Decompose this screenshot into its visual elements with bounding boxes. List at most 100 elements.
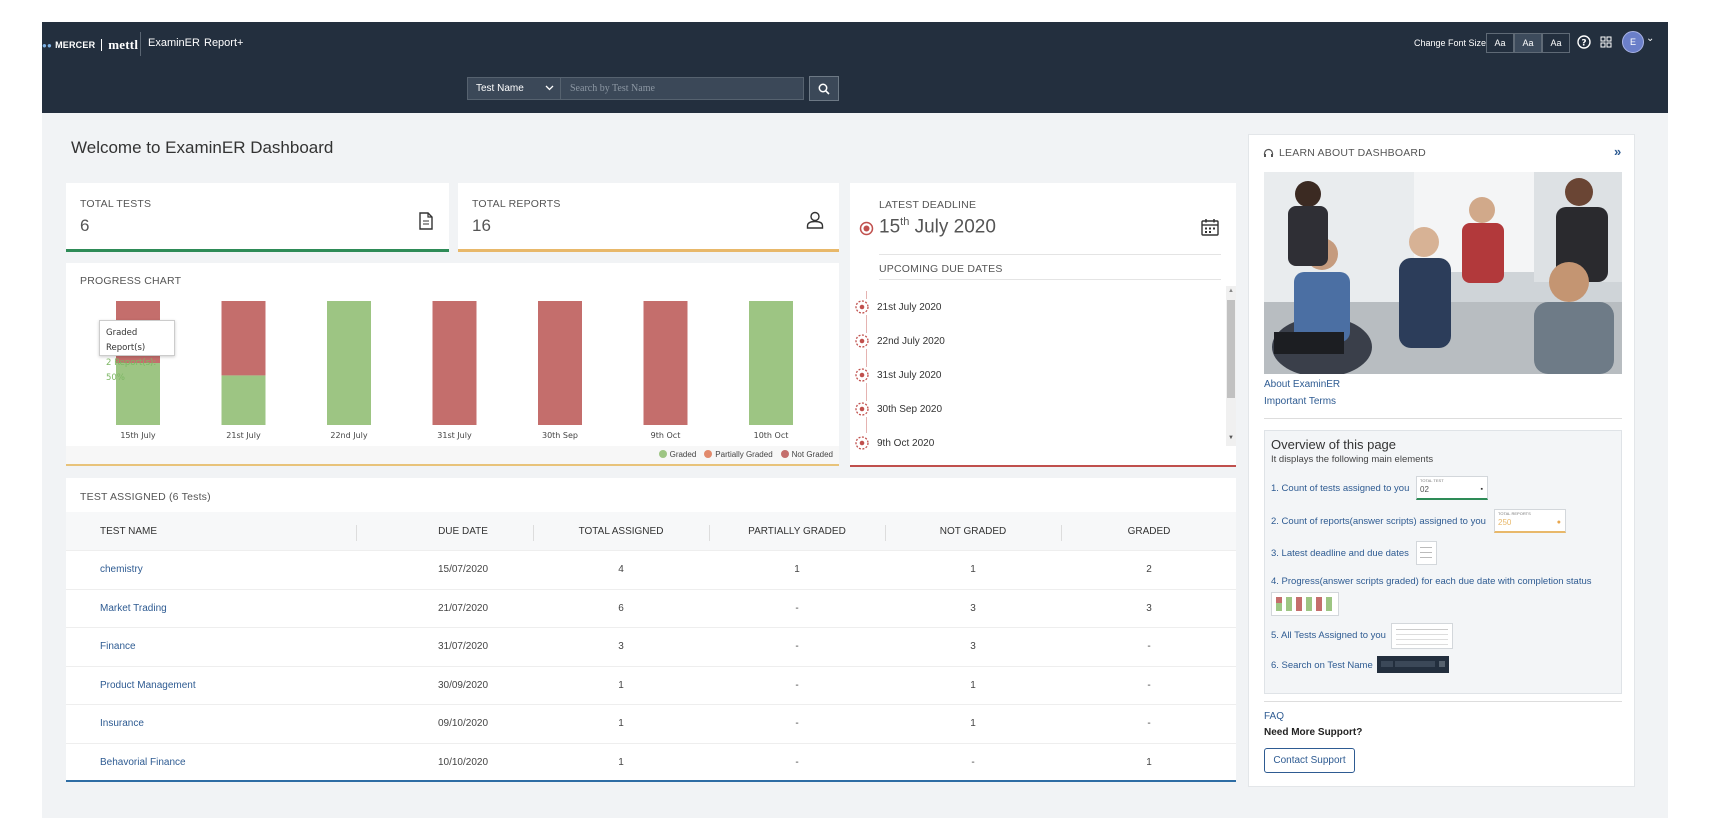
- cell-graded: -: [1147, 679, 1151, 691]
- font-size-small-button[interactable]: Aa: [1486, 33, 1514, 53]
- chevron-down-icon[interactable]: ⌄: [1646, 33, 1655, 44]
- x-tick-label: 21st July: [226, 431, 261, 440]
- cell-test-name[interactable]: Insurance: [100, 718, 144, 729]
- col-total-assigned[interactable]: TOTAL ASSIGNED: [578, 526, 664, 537]
- x-tick-label: 22nd July: [330, 431, 368, 440]
- search-field-select[interactable]: Test Name: [467, 77, 561, 100]
- scrollbar-thumb[interactable]: [1227, 300, 1235, 398]
- table-row[interactable]: Market Trading 21/07/2020 6 - 3 3: [66, 588, 1236, 627]
- user-avatar[interactable]: E: [1622, 31, 1644, 53]
- upcoming-divider: [879, 279, 1221, 280]
- col-partially-graded[interactable]: PARTIALLY GRADED: [748, 526, 846, 537]
- brand-logo[interactable]: ●● MERCER mettl: [42, 36, 138, 54]
- due-date-item: 31st July 2020: [854, 367, 942, 383]
- document-icon: [419, 212, 433, 235]
- cell-test-name[interactable]: chemistry: [100, 564, 143, 575]
- total-reports-value: 16: [472, 216, 491, 235]
- table-row[interactable]: Product Management 30/09/2020 1 - 1 -: [66, 665, 1236, 704]
- cell-partially-graded: -: [795, 679, 799, 691]
- due-dates-scrollbar[interactable]: ▲ ▼: [1226, 286, 1236, 446]
- legend-not-graded[interactable]: Not Graded: [780, 450, 833, 459]
- app-frame: ●● MERCER mettl ExaminER Report+ Change …: [42, 22, 1668, 818]
- due-date-marker-icon: [854, 333, 870, 349]
- table-row[interactable]: Finance 31/07/2020 3 - 3 -: [66, 627, 1236, 665]
- overview-subtitle: It displays the following main elements: [1271, 454, 1434, 465]
- cell-partially-graded: -: [795, 718, 799, 729]
- headset-icon: [1263, 146, 1274, 164]
- col-due-date[interactable]: DUE DATE: [438, 526, 488, 537]
- brand-mettl: mettl: [108, 37, 139, 52]
- search-input[interactable]: Search by Test Name: [561, 77, 804, 100]
- bar-not-graded-4[interactable]: [538, 301, 582, 425]
- cell-not-graded: -: [971, 756, 975, 768]
- cell-total-assigned: 1: [618, 718, 624, 729]
- faq-link[interactable]: FAQ: [1264, 711, 1285, 722]
- cell-not-graded: 3: [970, 641, 976, 652]
- overview-title: Overview of this page: [1271, 437, 1397, 452]
- due-date-label: 30th Sep 2020: [877, 403, 943, 415]
- learn-sidebar: LEARN ABOUT DASHBOARD » About ExaminER I…: [1248, 134, 1635, 787]
- col-not-graded[interactable]: NOT GRADED: [939, 526, 1007, 537]
- x-tick-label: 15th July: [120, 431, 156, 440]
- mercer-dots-icon: ●●: [42, 40, 53, 50]
- nav-examiner[interactable]: ExaminER: [148, 37, 200, 49]
- cell-due-date: 09/10/2020: [437, 718, 489, 729]
- bar-not-graded-3[interactable]: [432, 301, 477, 425]
- mini-total-tests-preview: TOTAL TEST 02 ▪: [1416, 476, 1488, 500]
- table-row[interactable]: Insurance 09/10/2020 1 - 1 -: [66, 704, 1236, 742]
- overview-item-1: 1. Count of tests assigned to you: [1271, 483, 1410, 494]
- mini-deadline-preview: [1416, 541, 1437, 565]
- search-button[interactable]: [809, 76, 839, 101]
- progress-chart-card: PROGRESS CHART 15th July 21st July 22nd Ju…: [66, 263, 839, 466]
- cell-test-name[interactable]: Market Trading: [100, 602, 167, 614]
- cell-due-date: 10/10/2020: [437, 756, 489, 768]
- bar-graded-6[interactable]: [749, 301, 793, 425]
- sidebar-divider: [1264, 418, 1622, 419]
- progress-chart-title: PROGRESS CHART: [80, 275, 182, 287]
- bar-graded-0[interactable]: [116, 363, 160, 425]
- due-date-label: 21st July 2020: [877, 301, 942, 313]
- cell-not-graded: 3: [970, 602, 976, 614]
- cell-partially-graded: -: [795, 641, 799, 652]
- total-reports-card: TOTAL REPORTS 16: [458, 183, 839, 252]
- table-row[interactable]: chemistry 15/07/2020 4 1 1 2: [66, 550, 1236, 588]
- target-icon: [859, 221, 874, 241]
- cell-graded: 1: [1146, 756, 1152, 768]
- bar-graded-1[interactable]: [221, 375, 266, 425]
- apps-grid-icon[interactable]: [1598, 34, 1614, 50]
- mini-table-preview: [1391, 623, 1453, 649]
- chart-tooltip: Graded Report(s) 2 Report(s): 50%: [99, 320, 175, 383]
- important-terms-link[interactable]: Important Terms: [1264, 396, 1337, 407]
- font-size-label: Change Font Size: [1414, 38, 1487, 48]
- top-navbar: ●● MERCER mettl ExaminER Report+ Change …: [42, 22, 1668, 113]
- bar-not-graded-5[interactable]: [643, 301, 688, 425]
- col-graded[interactable]: GRADED: [1127, 526, 1171, 537]
- legend-bar: [66, 446, 839, 464]
- legend-partially-graded[interactable]: Partially Graded: [704, 450, 773, 459]
- nav-report-plus[interactable]: Report+: [204, 37, 244, 49]
- help-icon[interactable]: ?: [1576, 34, 1592, 50]
- table-header: [66, 512, 1236, 550]
- collapse-double-chevron-icon[interactable]: »: [1614, 144, 1622, 159]
- about-examiner-link[interactable]: About ExaminER: [1264, 379, 1341, 390]
- cell-test-name[interactable]: Product Management: [100, 679, 196, 691]
- font-size-medium-button[interactable]: Aa: [1514, 33, 1542, 53]
- legend-graded[interactable]: Graded: [658, 450, 696, 459]
- bar-graded-2[interactable]: [327, 301, 371, 425]
- chevron-down-icon: [545, 83, 554, 95]
- contact-support-button[interactable]: Contact Support: [1264, 748, 1355, 773]
- tests-table-title: TEST ASSIGNED (6 Tests): [80, 491, 211, 503]
- cell-test-name[interactable]: Finance: [100, 641, 136, 652]
- font-size-large-button[interactable]: Aa: [1542, 33, 1570, 53]
- bar-not-graded-1[interactable]: [221, 301, 266, 376]
- overview-item-6: 6. Search on Test Name: [1271, 660, 1373, 671]
- cell-test-name[interactable]: Behavorial Finance: [100, 756, 186, 768]
- due-date-label: 22nd July 2020: [877, 335, 945, 347]
- overview-item-5: 5. All Tests Assigned to you: [1271, 630, 1386, 641]
- cell-total-assigned: 1: [618, 756, 624, 768]
- cell-due-date: 15/07/2020: [437, 564, 489, 575]
- dashboard-team-photo: [1264, 172, 1622, 374]
- cell-graded: -: [1147, 718, 1151, 729]
- col-test-name[interactable]: TEST NAME: [100, 526, 158, 537]
- table-row[interactable]: Behavorial Finance 10/10/2020 1 - - 1: [66, 742, 1236, 781]
